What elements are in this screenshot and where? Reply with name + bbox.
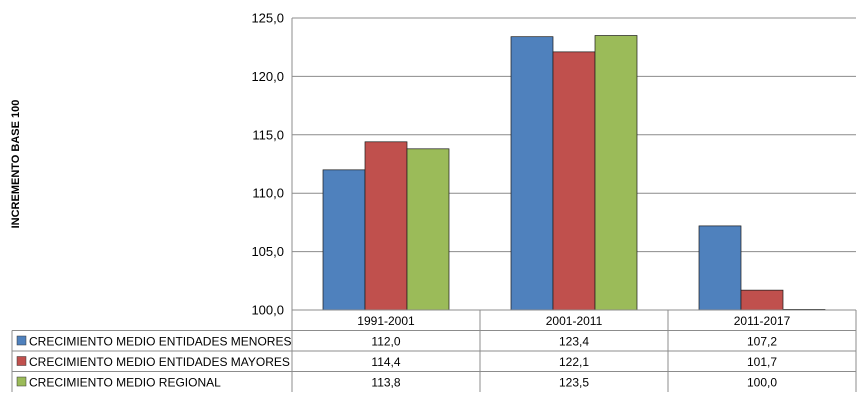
data-label: 101,7 [747,355,777,369]
x-tick-label: 2001-2011 [546,314,603,328]
data-label: 123,4 [559,335,589,349]
bar [364,141,408,311]
data-label: 113,8 [371,376,400,390]
bar [594,35,638,311]
data-label: 107,2 [747,335,777,349]
y-tick-label: 120,0 [251,69,284,84]
bar [406,148,450,311]
bar [740,289,784,311]
data-label: 112,0 [371,335,400,349]
data-label: 123,5 [559,376,589,390]
bar [552,51,596,311]
y-tick-label: 100,0 [251,303,284,318]
x-tick-label: 2011-2017 [734,314,791,328]
y-tick-label: 110,0 [252,186,284,201]
legend-entry: CRECIMIENTO MEDIO REGIONAL [29,376,221,390]
legend-swatch [16,376,27,387]
legend-entry: CRECIMIENTO MEDIO ENTIDADES MENORES [29,335,291,349]
data-label: 122,1 [559,355,589,369]
legend-swatch [16,335,27,346]
x-tick-label: 1991-2001 [357,314,415,328]
data-label: 100,0 [747,376,777,390]
data-label: 114,4 [371,355,400,369]
y-tick-label: 115,0 [252,127,284,142]
y-tick-label: 125,0 [251,11,284,26]
y-tick-label: 105,0 [251,244,284,259]
bar [510,36,554,311]
legend-entry: CRECIMIENTO MEDIO ENTIDADES MAYORES [29,355,290,369]
legend-swatch [16,356,27,366]
bar [698,225,742,311]
y-axis-label: INCREMENTO BASE 100 [10,100,22,229]
bar [322,169,366,311]
